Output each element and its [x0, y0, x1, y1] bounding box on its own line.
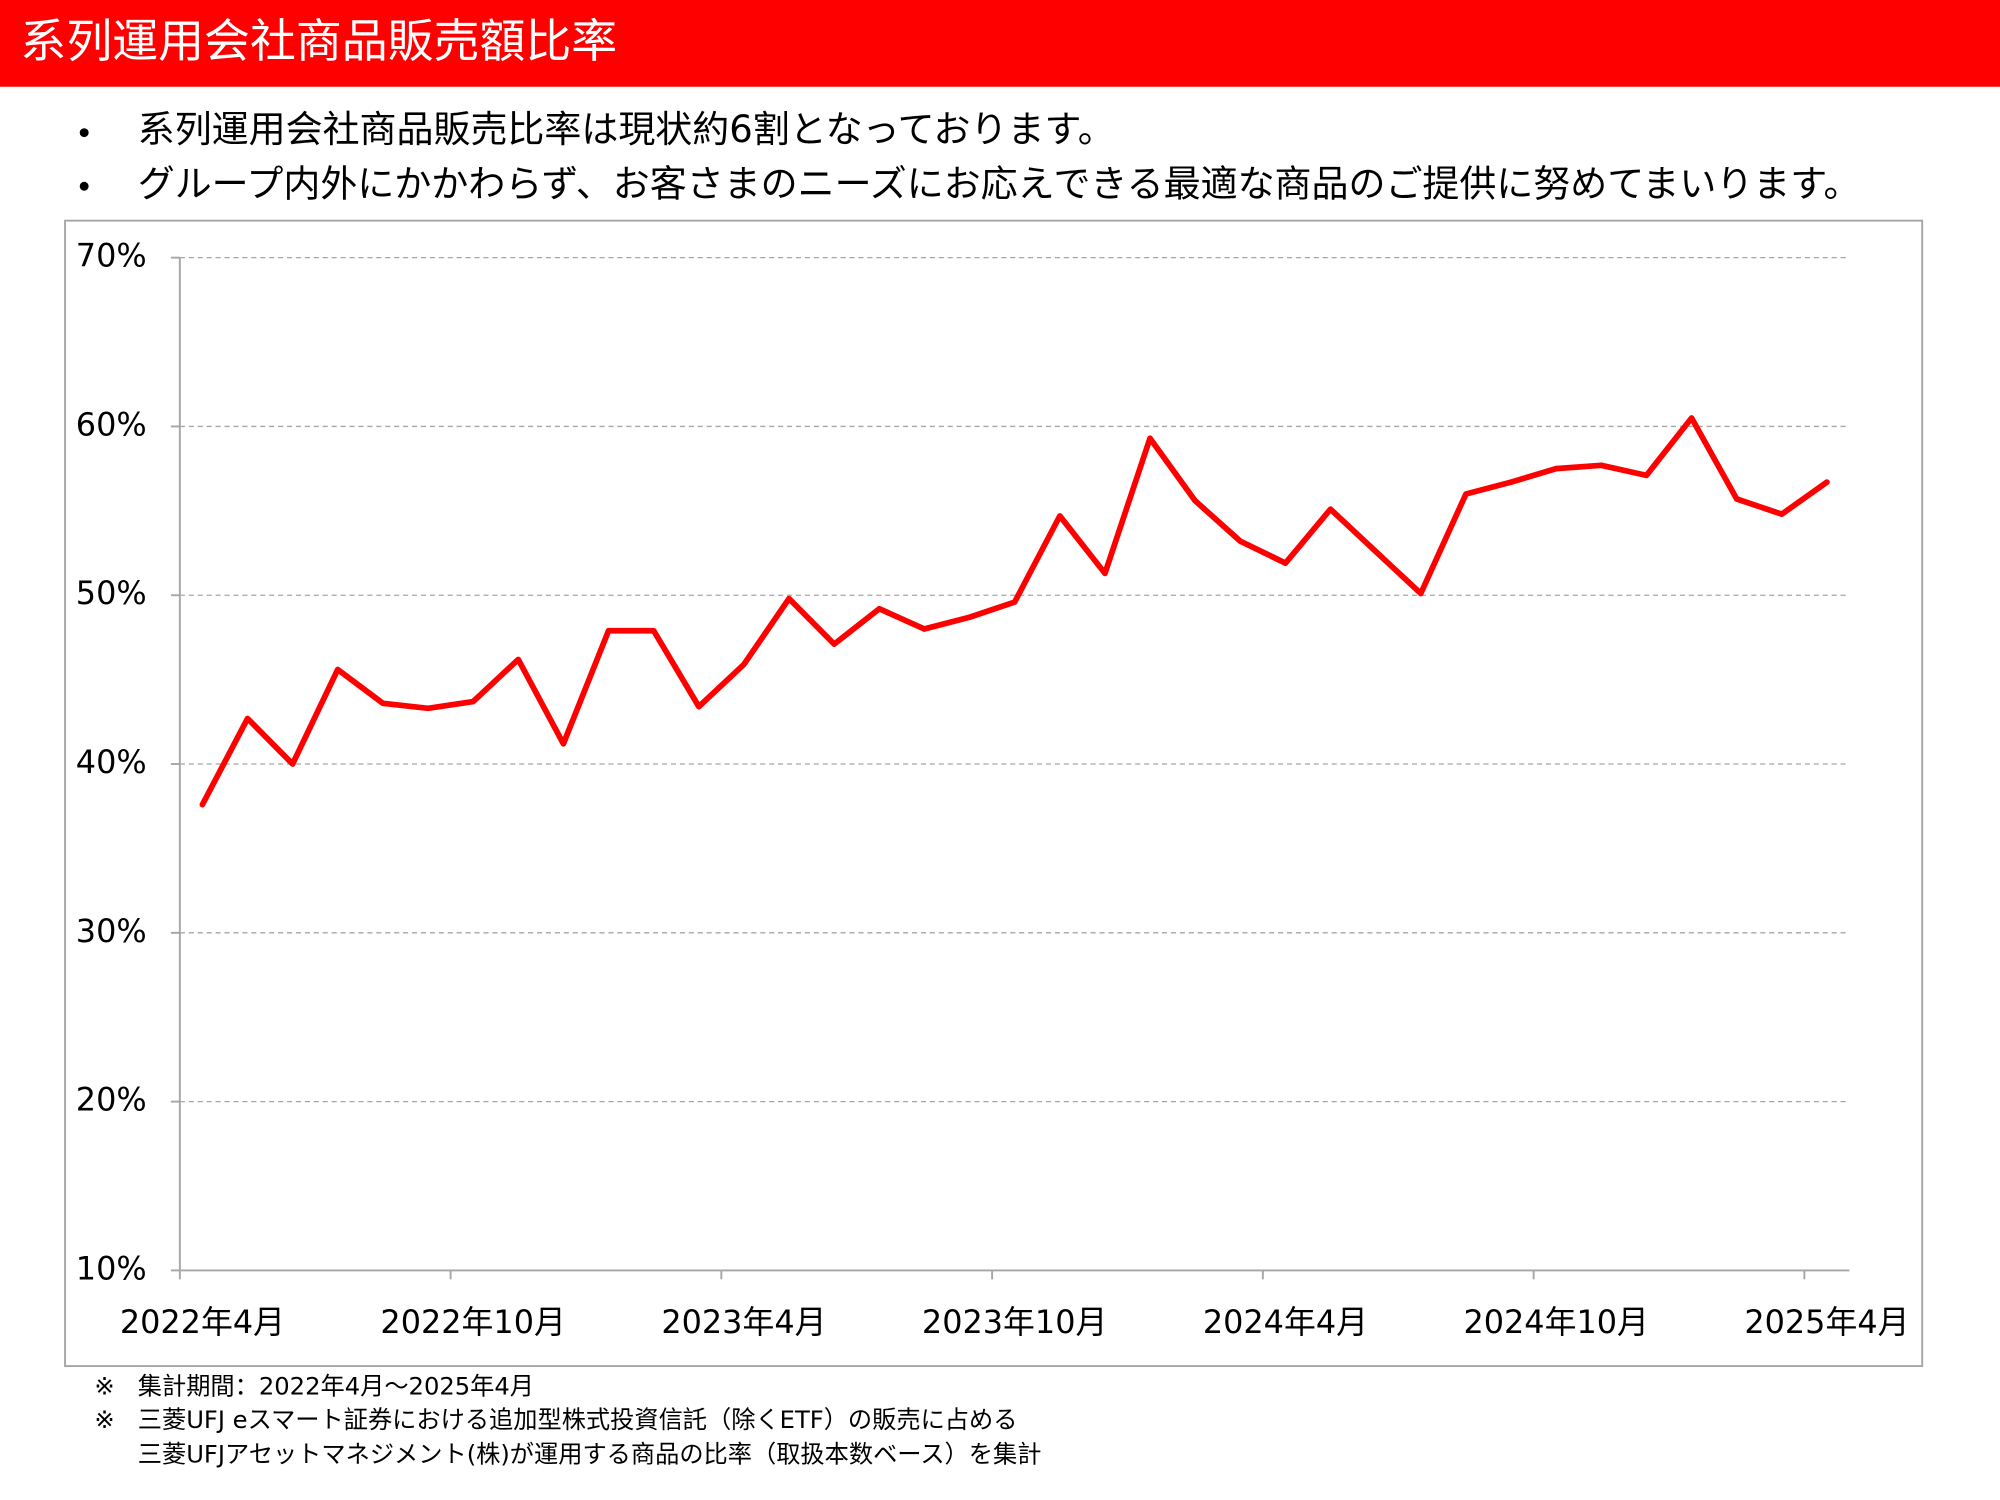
y-tick-label: 10%: [76, 1249, 147, 1287]
bullet-dot: [79, 128, 89, 138]
footnote: 集計期間：2022年4月～2025年4月: [138, 1373, 534, 1401]
x-tick-label: 2024年10月: [1463, 1303, 1648, 1341]
title-bar: [0, 0, 2000, 87]
y-tick-label: 60%: [76, 405, 147, 443]
y-tick-label: 50%: [76, 574, 147, 612]
y-tick-label: 40%: [76, 743, 147, 781]
x-tick-label: 2022年10月: [380, 1303, 565, 1341]
y-tick-label: 30%: [76, 912, 147, 950]
y-tick-label: 70%: [76, 237, 147, 275]
x-tick-label: 2023年10月: [922, 1303, 1107, 1341]
footnote: 三菱UFJ eスマート証券における追加型株式投資信託（除くETF）の販売に占める: [138, 1406, 1018, 1434]
series-line: [199, 415, 1830, 808]
chart-frame: [64, 219, 1924, 1368]
footnote-mark: ※: [94, 1406, 114, 1434]
x-tick-label: 2025年4月: [1744, 1303, 1909, 1341]
footnote: 三菱UFJアセットマネジメント(株)が運用する商品の比率（取扱本数ベース）を集計: [138, 1440, 1042, 1468]
footnote-mark: ※: [94, 1373, 114, 1401]
bullet-text: グループ内外にかかわらず、お客さまのニーズにお応えできる最適な商品のご提供に努め…: [138, 163, 1861, 206]
slide-title: 系列運用会社商品販売額比率: [20, 14, 617, 68]
bullet-dot: [79, 181, 89, 191]
y-tick-label: 20%: [76, 1081, 147, 1119]
bullet-text: 系列運用会社商品販売比率は現状約6割となっております。: [138, 108, 1115, 151]
x-tick-label: 2023年4月: [661, 1303, 826, 1341]
x-tick-label: 2022年4月: [120, 1303, 285, 1341]
x-tick-label: 2024年4月: [1203, 1303, 1368, 1341]
